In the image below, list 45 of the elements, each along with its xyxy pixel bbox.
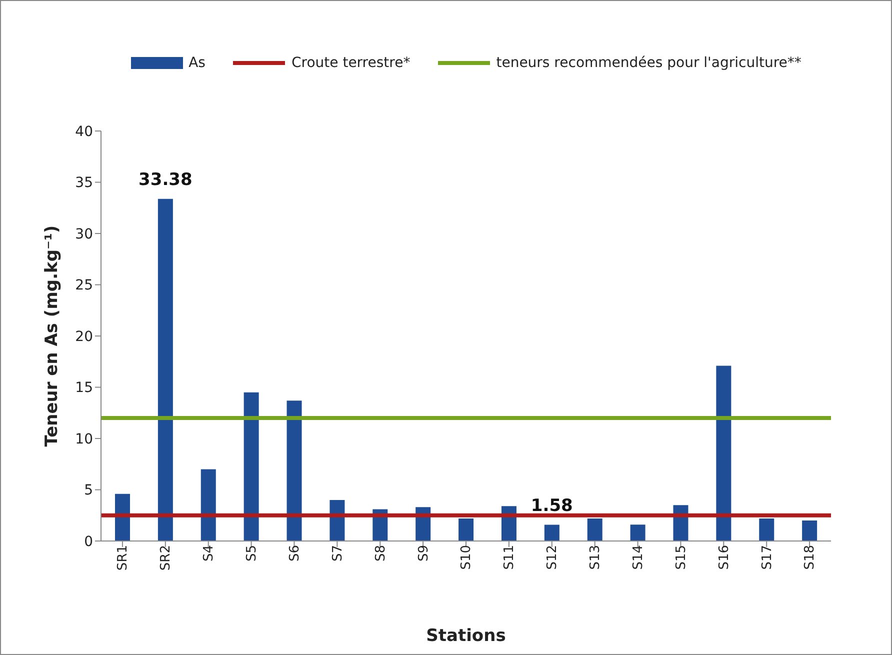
bar — [458, 518, 474, 541]
y-tick-label: 20 — [75, 328, 93, 345]
y-tick-label: 40 — [75, 124, 93, 140]
x-tick-label: S16 — [716, 545, 732, 570]
x-tick-label: S18 — [802, 545, 818, 570]
data-label: 33.38 — [138, 170, 192, 190]
bar — [716, 366, 732, 541]
data-label: 1.58 — [530, 496, 573, 516]
x-tick-label: S10 — [459, 545, 474, 570]
x-axis-title: Stations — [426, 626, 506, 646]
bar — [544, 524, 560, 541]
bar — [244, 392, 259, 541]
x-tick-label: S4 — [202, 545, 217, 562]
x-tick-label: S6 — [287, 545, 302, 562]
y-tick-label: 25 — [75, 278, 93, 294]
y-tick-label: 30 — [75, 226, 93, 242]
x-tick-label: SR1 — [116, 545, 131, 571]
legend-label: teneurs recommendées pour l'agriculture** — [496, 55, 802, 71]
x-tick-label: S5 — [244, 545, 260, 562]
x-tick-label: S8 — [373, 545, 388, 562]
bar — [115, 494, 130, 541]
y-tick-label: 35 — [75, 175, 93, 192]
bar — [630, 524, 646, 541]
y-tick-label: 5 — [84, 482, 93, 499]
x-tick-label: S13 — [588, 545, 604, 570]
y-tick-label: 0 — [84, 534, 93, 550]
x-tick-label: S9 — [416, 545, 432, 562]
x-tick-label: S11 — [502, 545, 518, 570]
bar — [158, 198, 173, 541]
y-tick-label: 15 — [75, 380, 93, 396]
bar — [587, 518, 602, 541]
bar — [802, 520, 818, 541]
bar — [286, 400, 302, 541]
x-tick-label: SR2 — [158, 545, 174, 571]
legend-label: Croute terrestre* — [291, 55, 410, 71]
y-tick-label: 10 — [75, 431, 93, 448]
x-tick-label: S15 — [674, 545, 689, 570]
bar — [759, 518, 774, 541]
x-tick-label: S7 — [330, 545, 346, 562]
bar — [200, 469, 216, 541]
legend-label: As — [188, 55, 206, 71]
x-tick-label: S14 — [630, 545, 646, 570]
y-axis-title: Teneur en As (mg.kg⁻¹) — [42, 225, 62, 447]
x-tick-label: S12 — [545, 545, 560, 570]
x-tick-label: S17 — [760, 545, 775, 570]
